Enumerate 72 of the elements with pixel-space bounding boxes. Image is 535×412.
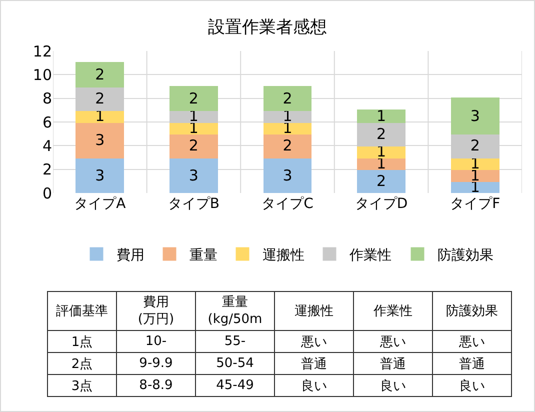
text: 1点 [71, 334, 93, 350]
text: 3点 [71, 378, 93, 394]
x-tick-label: タイプF [450, 196, 500, 212]
category-label: 評価基準 [56, 304, 108, 318]
bar [170, 156, 218, 193]
x-tick-label: タイプC [262, 196, 314, 212]
text: 普通 [301, 356, 327, 372]
chart-title: 設置作業者感想 [208, 18, 327, 38]
data-label: 3 [188, 166, 198, 184]
data-label: 3 [470, 107, 480, 126]
category-label: 防護効果 [446, 304, 498, 318]
bar [76, 121, 124, 158]
bar [76, 62, 124, 88]
y-tick-label: 12 [32, 42, 52, 60]
bar [263, 156, 312, 193]
text: 良い [459, 378, 485, 394]
data-label: 3 [95, 166, 105, 184]
data-label: 3 [95, 130, 105, 149]
text: 良い [301, 378, 327, 394]
bar [450, 133, 500, 158]
category-label: 重量 (kg/50m [208, 295, 262, 327]
bar [170, 133, 218, 158]
data-label: 2 [188, 136, 198, 155]
y-tick-label: 0 [42, 184, 52, 202]
data-label: 2 [470, 136, 480, 155]
x-tick-label: タイプA [74, 196, 126, 212]
text: 10- [145, 334, 167, 349]
legend-label: 重量 [190, 248, 218, 264]
bar [76, 156, 124, 193]
bar [357, 121, 406, 146]
data-label: 2 [95, 66, 105, 84]
text: 55- [224, 334, 246, 349]
bar [76, 86, 124, 111]
data-label: 2 [376, 124, 386, 143]
y-tick-label: 8 [42, 90, 52, 108]
text: 普通 [459, 356, 485, 372]
data-label: 3 [282, 166, 292, 184]
bar [357, 109, 406, 123]
legend-label: 運搬性 [262, 248, 304, 264]
data-label: 2 [282, 136, 292, 155]
x-tick-label: タイプB [168, 196, 220, 212]
text: 45-49 [216, 378, 254, 393]
data-label: 1 [376, 107, 386, 126]
y-tick-label: 6 [42, 113, 52, 132]
legend-label: 費用 [116, 248, 144, 264]
text: 普通 [380, 356, 406, 372]
bar [170, 86, 218, 111]
bar [263, 133, 312, 158]
text: 悪い [380, 334, 406, 350]
y-tick-label: 2 [42, 160, 52, 179]
data-label: 2 [95, 89, 105, 108]
data-label: 2 [282, 89, 292, 108]
legend-label: 作業性 [348, 248, 392, 264]
category-label: 作業性 [374, 304, 412, 318]
bar [357, 168, 406, 193]
text: 悪い [301, 334, 327, 350]
category-label: 運搬性 [294, 304, 334, 318]
legend-label: 防護効果 [438, 248, 494, 264]
text: 2点 [71, 356, 93, 372]
data-label: 2 [376, 172, 386, 190]
text: 8-8.9 [139, 378, 173, 393]
text: 9-9.9 [139, 356, 173, 371]
y-tick-label: 4 [42, 136, 52, 155]
text: 50-54 [216, 356, 254, 371]
text: 良い [380, 378, 406, 394]
text: 悪い [459, 334, 485, 350]
bar [450, 98, 500, 135]
data-label: 2 [188, 89, 198, 108]
y-tick-label: 10 [32, 66, 52, 84]
x-tick-label: タイプD [354, 196, 408, 212]
bar [263, 86, 312, 111]
category-label: 費用 (万円) [138, 295, 174, 327]
